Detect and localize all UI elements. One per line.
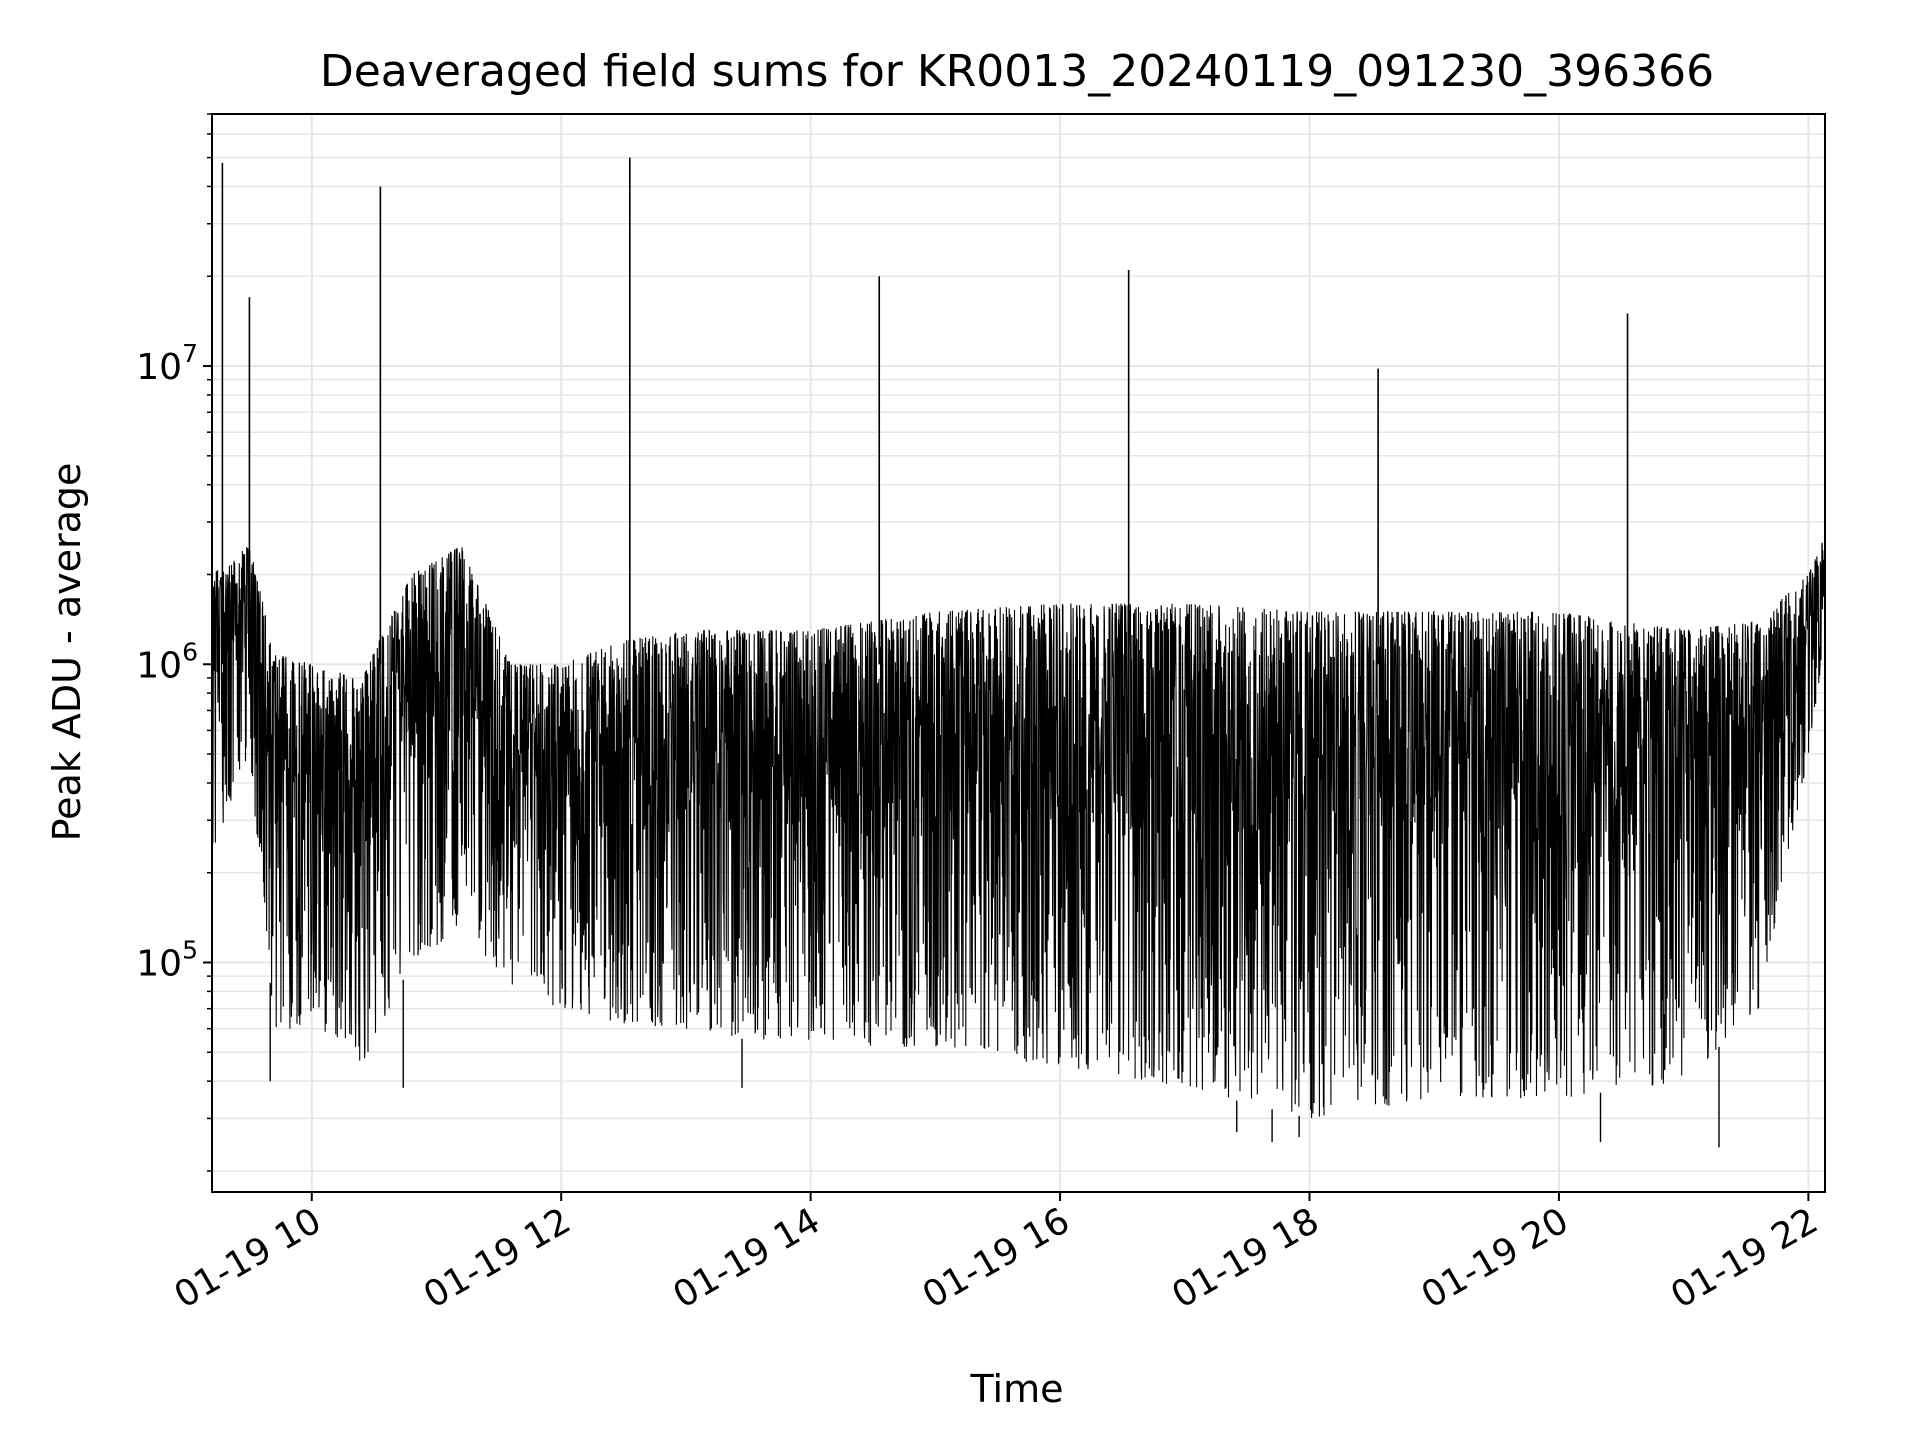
- y-tick-base: 10: [136, 347, 182, 388]
- y-axis-label: Peak ADU - average: [45, 463, 89, 842]
- chart-title: Deaveraged field sums for KR0013_2024011…: [320, 46, 1714, 97]
- y-tick-base: 10: [136, 943, 182, 984]
- plot-area: [211, 157, 1826, 1148]
- y-tick-exponent: 5: [182, 935, 198, 964]
- y-tick-exponent: 6: [182, 637, 198, 666]
- y-tick-label: 107: [136, 339, 198, 388]
- axes-frame: [211, 113, 1826, 1193]
- x-axis-label: Time: [970, 1367, 1064, 1411]
- y-tick-exponent: 7: [182, 339, 198, 368]
- y-tick-label: 105: [136, 935, 198, 984]
- y-tick-base: 10: [136, 645, 182, 686]
- data-series-line: [211, 536, 1826, 1119]
- y-tick-label: 106: [136, 637, 198, 686]
